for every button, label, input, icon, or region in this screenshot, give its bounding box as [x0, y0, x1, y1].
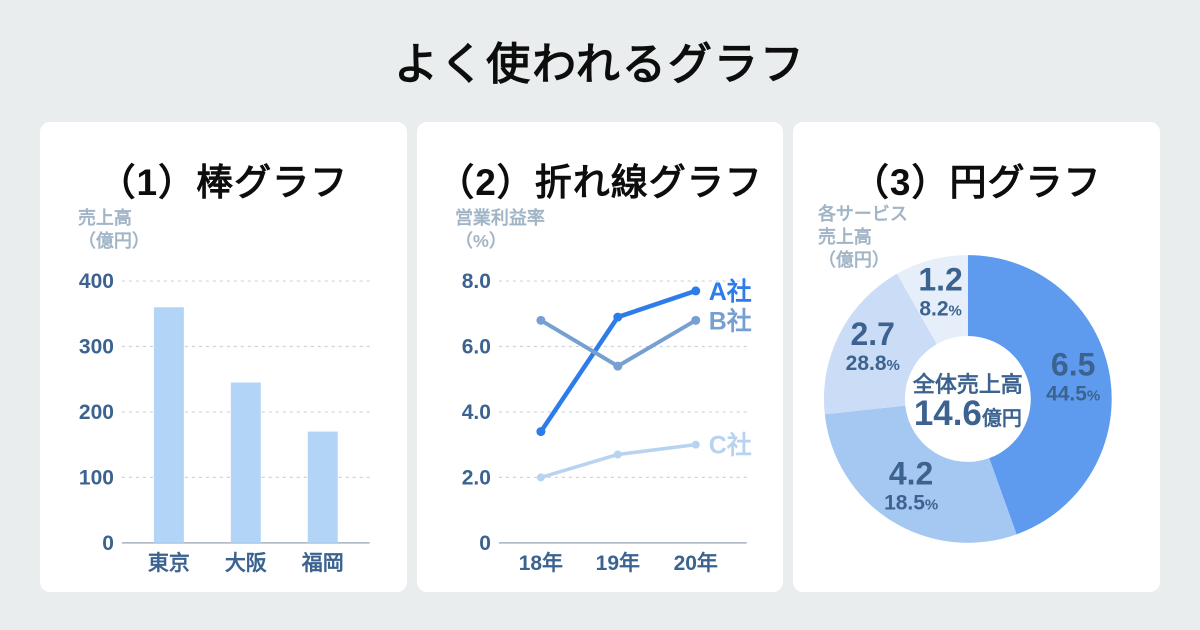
panel-line-chart: （2）折れ線グラフ 営業利益率 （%） 8.0 6.0 4.0 2.0 0 18年 19年 20年…	[416, 122, 784, 592]
series-point-C社-20年	[691, 440, 700, 449]
xtick-20年: 20年	[673, 551, 717, 575]
slice-1.2	[897, 255, 969, 345]
bar-category-大阪: 大阪	[225, 552, 267, 575]
ytick-400: 400	[79, 270, 114, 293]
series-point-B社-20年	[690, 315, 700, 325]
bar-福岡	[307, 431, 338, 543]
axis-unit-label-line: （億円）	[818, 249, 890, 270]
bar-chart: 売上高（億円） 400 300 200 100 0 東京 大阪 福岡	[78, 207, 370, 575]
slice-6.5	[968, 255, 1113, 535]
ytick-0: 0	[102, 532, 114, 555]
bar-category-福岡: 福岡	[301, 552, 344, 575]
bar-大阪	[230, 382, 261, 543]
pie-chart-title: （3）円グラフ	[851, 162, 1102, 203]
donut-center-value: 14.6億円	[914, 394, 1022, 433]
series-line-B社	[538, 318, 698, 369]
slice-2.7	[824, 273, 938, 415]
slice-percent-4.2: 18.5%	[884, 492, 938, 515]
bar-chart-title: （1）棒グラフ	[98, 162, 349, 203]
slice-percent-1.2: 8.2%	[920, 298, 962, 321]
slice-value-6.5: 6.5	[1051, 347, 1095, 383]
axis-unit-label-line: 売上高	[78, 207, 132, 228]
slice-value-4.2: 4.2	[889, 456, 933, 492]
slice-value-1.2: 1.2	[919, 262, 963, 298]
slice-4.2	[825, 405, 1017, 543]
ytick-6.0: 6.0	[461, 336, 490, 359]
axis-unit-label-line: 営業利益率	[455, 207, 545, 228]
axis-unit-label-line: （%）	[455, 231, 507, 251]
ytick-2.0: 2.0	[461, 466, 490, 489]
ytick-100: 100	[79, 466, 114, 489]
series-point-B社-18年	[536, 315, 546, 325]
line-chart-title: （2）折れ線グラフ	[437, 162, 763, 203]
xtick-18年: 18年	[518, 551, 562, 575]
ytick-300: 300	[79, 336, 114, 359]
series-point-C社-18年	[536, 473, 545, 482]
series-label-C社: C社	[708, 431, 751, 460]
ytick-8.0: 8.0	[461, 270, 490, 293]
ytick-200: 200	[79, 401, 114, 424]
slice-value-2.7: 2.7	[851, 316, 895, 352]
slice-percent-6.5: 44.5%	[1046, 383, 1100, 406]
main-title: よく使われるグラフ	[394, 40, 806, 89]
ytick-0: 0	[479, 532, 491, 555]
chart-cards-row: （1）棒グラフ 売上高 （億円） 400 300 200 100 0 東京 大阪 福岡 （2）折れ…	[40, 122, 1161, 592]
axis-unit-label-line: （億円）	[78, 230, 150, 251]
series-label-B社: B社	[708, 306, 751, 335]
series-line-C社	[538, 442, 698, 480]
series-point-C社-19年	[613, 450, 622, 459]
bar-category-東京: 東京	[148, 551, 190, 575]
slice-percent-2.7: 28.8%	[846, 352, 900, 375]
series-point-A社-19年	[612, 312, 622, 322]
panel-pie-chart: （3）円グラフ 各サービス 売上高 （億円） 6.5 44.5% 4.2 18.5% 2.7 2…	[793, 122, 1161, 592]
series-point-A社-20年	[690, 286, 700, 296]
axis-unit-label-line: 各サービス	[817, 203, 908, 224]
xtick-19年: 19年	[595, 551, 639, 575]
series-label-A社: A社	[708, 277, 751, 306]
donut-center-label: 全体売上高	[912, 372, 1023, 397]
ytick-4.0: 4.0	[461, 401, 490, 424]
panel-bar-chart: （1）棒グラフ 売上高 （億円） 400 300 200 100 0 東京 大阪 福岡	[40, 122, 407, 592]
axis-unit-label-line: 売上高	[818, 226, 872, 247]
bar-東京	[153, 307, 184, 543]
series-point-A社-18年	[536, 427, 546, 437]
series-line-A社	[538, 288, 698, 434]
series-point-B社-19年	[612, 361, 622, 371]
